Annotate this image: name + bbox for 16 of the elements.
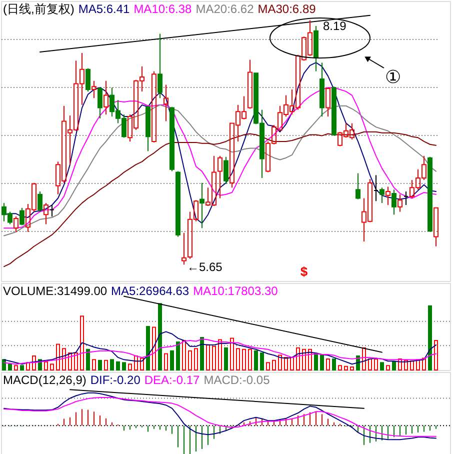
- text: MA5:6.41: [78, 2, 130, 16]
- text: MA30:6.89: [258, 2, 316, 16]
- text: MA10:6.38: [134, 2, 192, 16]
- series-label: DEA:-0.17: [144, 373, 200, 387]
- chart-title: MACD(12,26,9): [3, 373, 86, 387]
- chart-title: VOLUME:31499.00: [3, 284, 108, 298]
- annotation: ←5.65: [187, 260, 223, 274]
- annotation: $: [300, 264, 308, 279]
- annotation: 8.19: [323, 19, 347, 34]
- annotation: ①: [385, 67, 401, 87]
- chart-title: (日线,前复权): [3, 2, 74, 16]
- text: MACD:-0.05: [204, 373, 270, 387]
- series-label: DIF:-0.20: [90, 373, 141, 387]
- text: MA10:17803.30: [193, 284, 278, 298]
- text: MA5:26964.63: [111, 284, 190, 298]
- text: MA20:6.62: [196, 2, 254, 16]
